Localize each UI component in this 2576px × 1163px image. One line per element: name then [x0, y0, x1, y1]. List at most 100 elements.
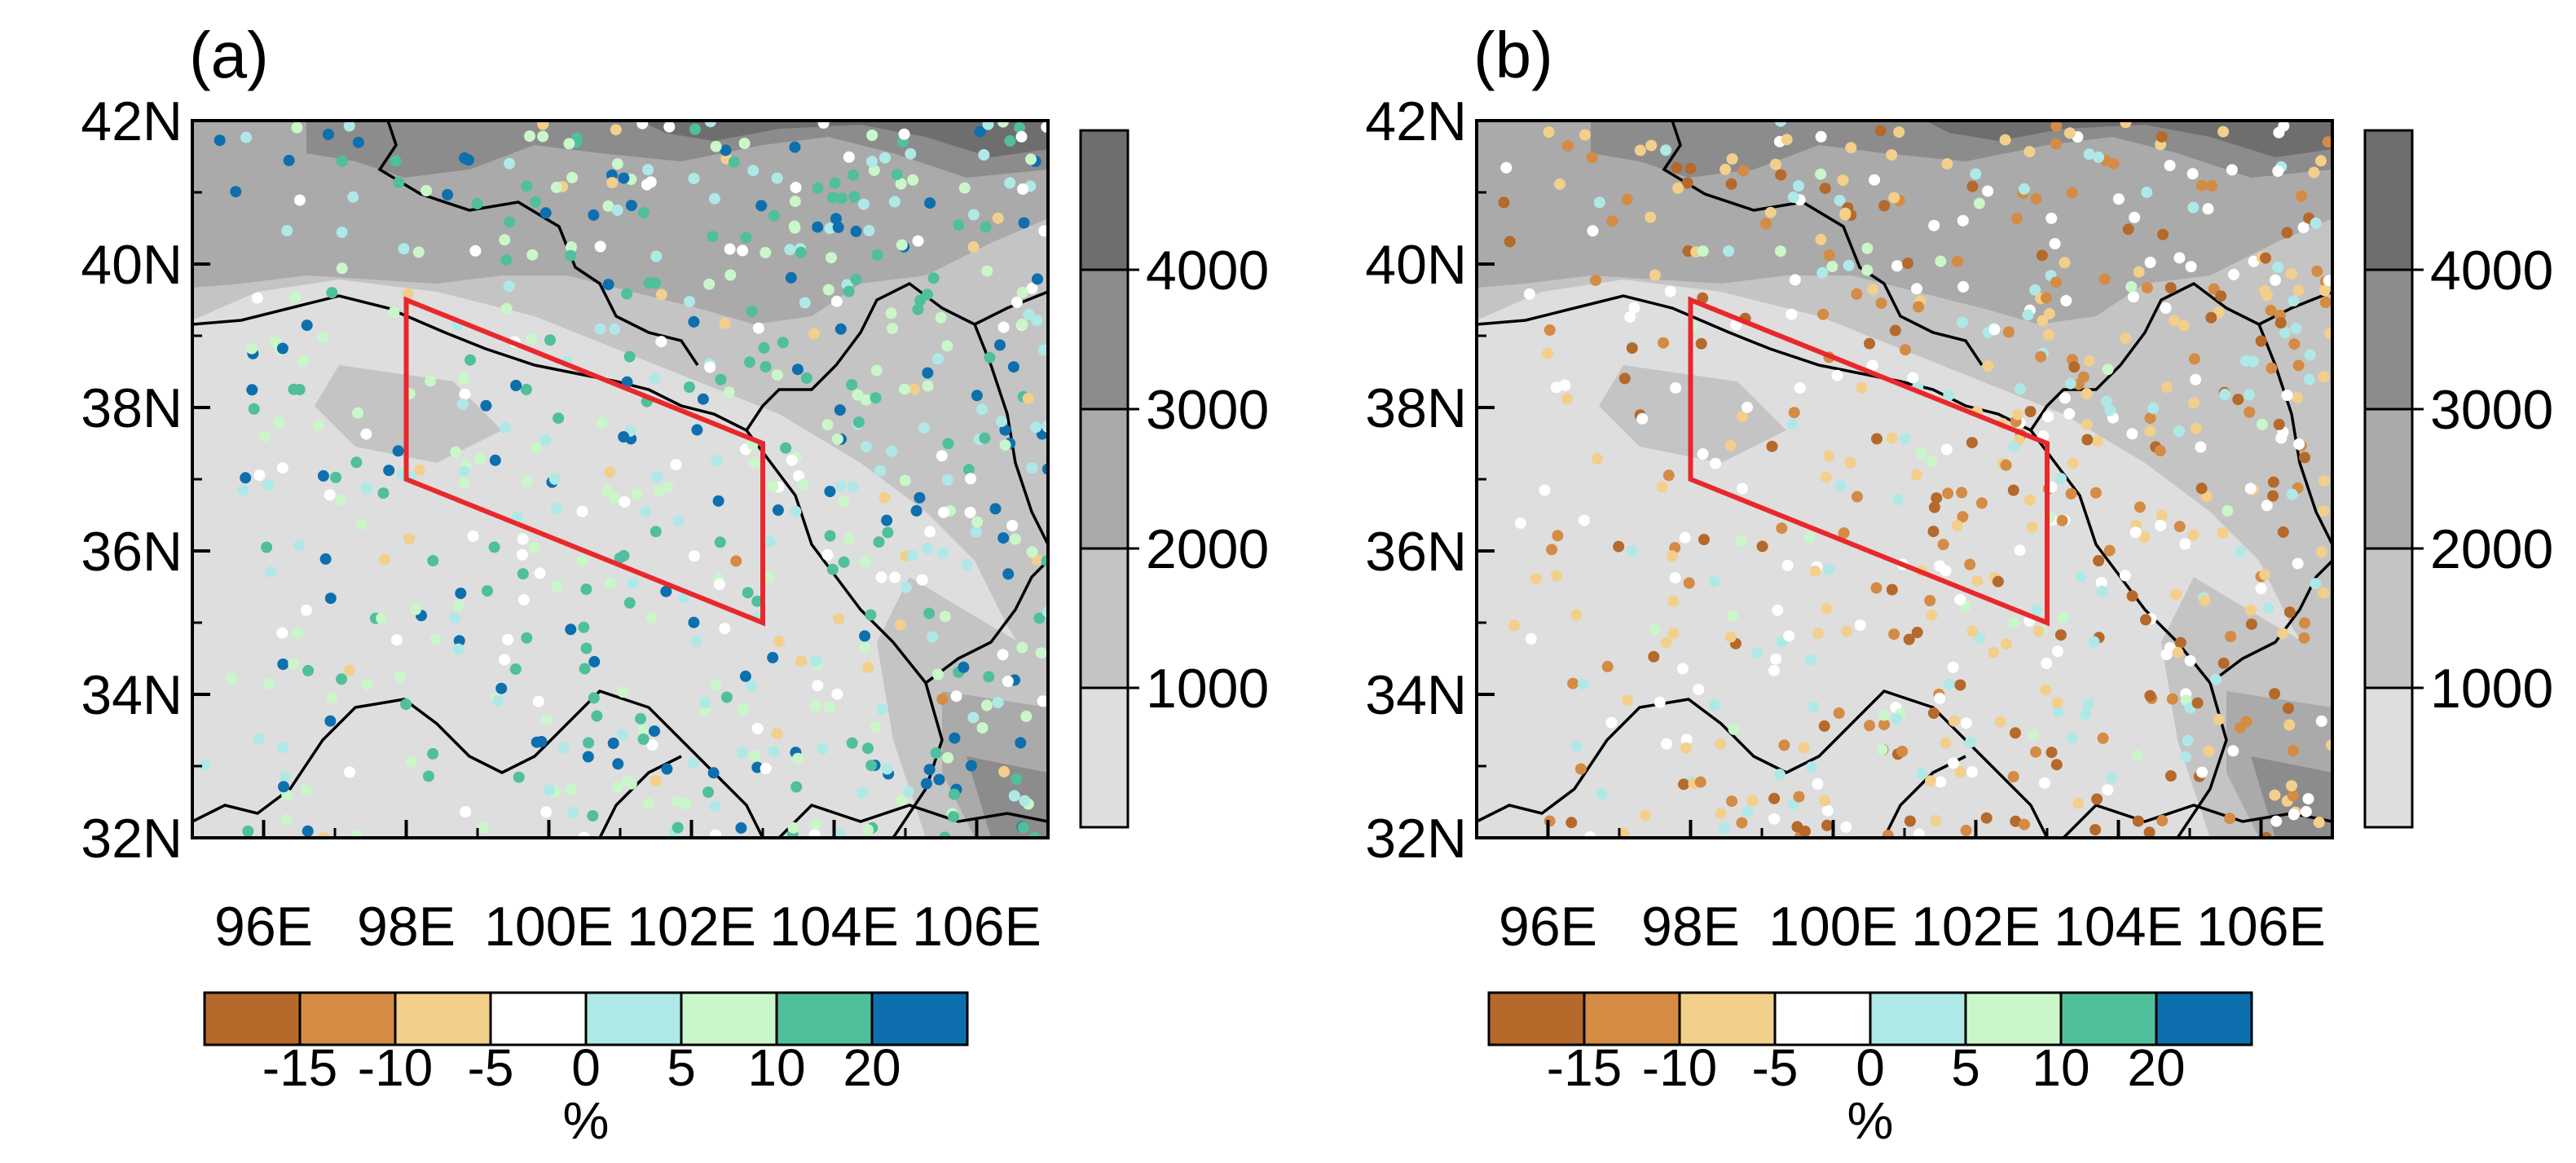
station-dot [739, 670, 751, 682]
station-dot [588, 209, 600, 221]
station-dot [1854, 619, 1866, 632]
percent-colorbar-box [203, 991, 302, 1046]
station-dot [832, 221, 844, 233]
station-dot [618, 431, 630, 443]
station-dot [550, 181, 562, 193]
station-dot [2083, 148, 2095, 161]
elevation-band-2 [1591, 121, 2332, 178]
station-dot [2227, 745, 2239, 757]
station-dot [1971, 575, 1984, 587]
station-dot [1864, 720, 1876, 732]
station-dot [1726, 153, 1738, 165]
station-dot [548, 473, 561, 485]
station-dot [2041, 292, 2052, 304]
station-dot [711, 455, 723, 466]
station-dot [317, 331, 329, 343]
station-dot [1944, 678, 1956, 690]
station-dot [995, 416, 1007, 427]
station-dot [482, 585, 493, 597]
station-dot [2283, 606, 2296, 619]
station-dot [697, 393, 709, 405]
station-dot [912, 303, 924, 315]
station-dot [601, 485, 614, 497]
station-dot [838, 496, 850, 508]
station-dot [834, 323, 847, 335]
station-dot [2131, 750, 2143, 761]
station-dot [965, 473, 976, 485]
station-dot [544, 784, 555, 796]
station-dot [2083, 355, 2095, 368]
station-dot [961, 559, 973, 570]
station-dot [703, 278, 716, 290]
station-dot [499, 654, 511, 666]
station-dot [1934, 560, 1946, 572]
station-dot [452, 600, 465, 612]
station-dot [2225, 631, 2237, 642]
station-dot [1033, 612, 1046, 624]
station-dot [588, 655, 601, 667]
station-dot [2188, 353, 2200, 365]
station-dot [1006, 519, 1019, 531]
station-dot [1645, 139, 1658, 152]
elevation-colorbar-box [2363, 129, 2414, 271]
station-dot [1913, 301, 1925, 313]
station-dot [2081, 388, 2093, 400]
station-dot [499, 234, 511, 246]
station-dot [1593, 196, 1605, 209]
percent-colorbar-label: -10 [358, 1038, 434, 1097]
station-dot [2164, 160, 2176, 172]
station-dot [650, 775, 662, 787]
station-dot [2288, 808, 2300, 821]
station-dot [2011, 408, 2023, 421]
station-dot [976, 722, 989, 734]
station-dot [576, 505, 588, 518]
station-dot [326, 287, 338, 299]
station-dot [1928, 501, 1940, 513]
station-dot [2155, 509, 2168, 522]
station-dot [2190, 373, 2202, 385]
station-dot [1804, 654, 1816, 666]
station-dot [999, 424, 1011, 436]
percent-colorbar-box [2155, 991, 2253, 1046]
station-dot [1002, 568, 1015, 580]
station-dot [2056, 514, 2068, 526]
station-dot [1579, 129, 1591, 141]
station-dot [662, 481, 674, 493]
station-dot [1523, 288, 1535, 300]
lon-tick-label: 106E [2196, 896, 2326, 958]
station-dot [649, 725, 660, 738]
station-dot [403, 532, 416, 544]
station-dot [865, 760, 878, 772]
station-dot [738, 138, 751, 149]
station-dot [896, 795, 907, 807]
station-dot [2308, 166, 2320, 178]
station-dot [563, 138, 575, 150]
station-dot [1571, 740, 1583, 752]
station-dot [643, 798, 654, 810]
lat-tick-label: 40N [81, 234, 183, 296]
station-dot [1715, 738, 1726, 750]
station-dot [1672, 182, 1684, 194]
station-dot [1899, 433, 1911, 445]
station-dot [958, 661, 970, 673]
station-dot [1957, 280, 1970, 293]
station-dot [2058, 611, 2070, 623]
station-dot [591, 710, 603, 722]
station-dot [2089, 487, 2102, 499]
station-dot [1902, 258, 1913, 269]
station-dot [1725, 178, 1737, 190]
elevation-colorbar-box [2363, 686, 2414, 829]
station-dot [949, 732, 961, 744]
station-dot [809, 700, 821, 712]
station-dot [199, 760, 211, 772]
station-dot [1837, 174, 1849, 187]
station-dot [896, 239, 908, 251]
percent-colorbar-label: -5 [1752, 1038, 1799, 1097]
station-dot [1020, 711, 1033, 722]
station-dot [1799, 826, 1811, 837]
station-dot [2267, 476, 2279, 488]
station-dot [1931, 492, 1943, 504]
station-dot [1561, 393, 1574, 404]
station-dot [965, 760, 977, 772]
station-dot [2285, 268, 2297, 280]
